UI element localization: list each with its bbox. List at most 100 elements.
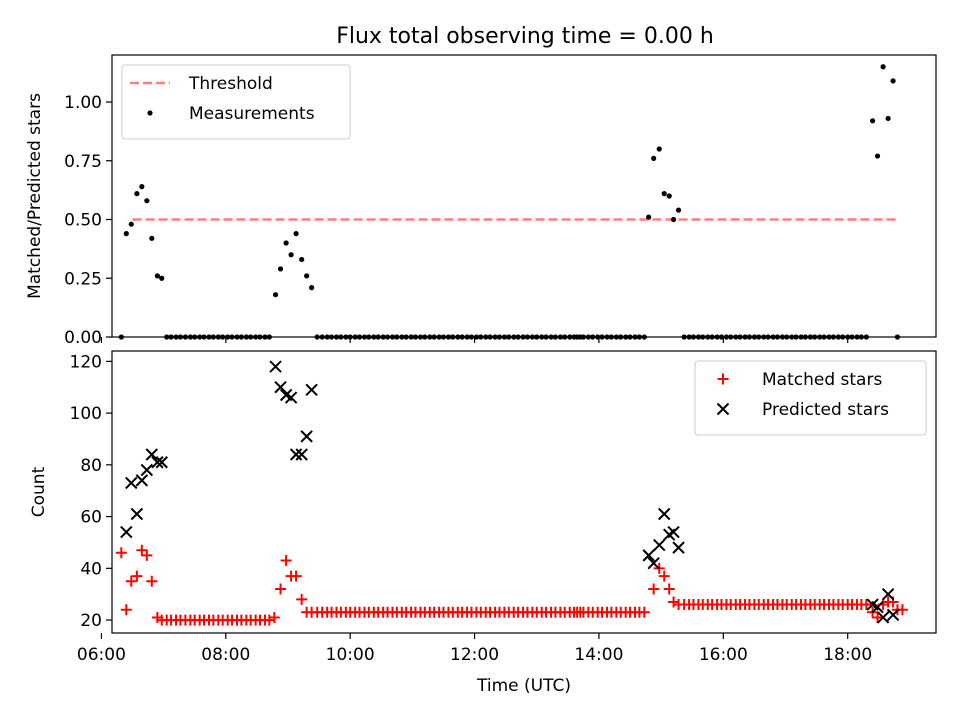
- x-tick-label: 12:00: [450, 645, 499, 665]
- measurement-point: [159, 275, 165, 281]
- y-tick-label: 120: [70, 352, 102, 372]
- legend-bottom: Matched stars Predicted stars: [694, 360, 927, 436]
- x-tick-label: 18:00: [823, 645, 872, 665]
- measurement-point: [651, 155, 657, 161]
- predicted-star-point: [305, 383, 318, 397]
- matched-star-point: [125, 575, 137, 587]
- x-tick-label: 06:00: [77, 645, 126, 665]
- measurement-point: [272, 292, 279, 298]
- x-tick-label: 08:00: [201, 645, 250, 665]
- measurement-point: [874, 153, 881, 159]
- matched-star-point: [663, 583, 675, 595]
- predicted-star-point: [125, 476, 138, 490]
- predicted-star-point: [269, 360, 282, 373]
- matched-star-point: [872, 611, 884, 623]
- y-axis-label: Count: [29, 466, 49, 517]
- measurement-point: [283, 240, 289, 246]
- predicted-star-point: [120, 525, 133, 539]
- matched-star-point: [263, 614, 275, 626]
- y-tick-label: 0.75: [64, 152, 102, 172]
- measurement-point: [123, 231, 129, 237]
- y-tick-label: 0.25: [64, 269, 102, 289]
- measurement-point: [154, 273, 160, 279]
- measurement-point: [646, 214, 652, 220]
- legend-box: [694, 360, 927, 436]
- predicted-star-point: [274, 381, 287, 394]
- measurement-point: [293, 231, 299, 237]
- predicted-star-point: [667, 525, 680, 539]
- matched-star-point: [146, 575, 158, 587]
- y-tick-label: 1.00: [64, 93, 102, 113]
- measurement-point: [880, 64, 886, 70]
- predicted-star-point: [295, 448, 308, 461]
- matched-star-point: [141, 549, 153, 561]
- matched-star-point: [136, 544, 148, 556]
- measurement-point: [277, 266, 284, 272]
- measurement-point: [144, 198, 150, 204]
- matched-star-point: [658, 570, 670, 582]
- measurement-point: [288, 252, 294, 258]
- x-tick-label: 14:00: [574, 645, 623, 665]
- x-tick-label: 10:00: [326, 645, 375, 665]
- y-tick-label: 40: [80, 559, 102, 579]
- matched-star-point: [280, 555, 292, 567]
- measurement-point: [309, 285, 315, 291]
- legend-label: Predicted stars: [762, 400, 889, 420]
- legend-label: Threshold: [188, 74, 273, 94]
- axes-frame: [111, 350, 937, 634]
- predicted-star-point: [284, 391, 298, 404]
- measurement-point: [149, 235, 155, 241]
- top-panel-measurements-ratio: 0.00 0.25 0.50 0.75 1.00 Matched/Predicted st…: [25, 54, 937, 348]
- predicted-star-point: [672, 541, 685, 554]
- matched-star-point: [296, 593, 308, 605]
- predicted-star-point: [642, 549, 655, 562]
- x-tick-label: 16:00: [699, 645, 748, 665]
- legend-box: [121, 64, 351, 140]
- measurement-point: [869, 118, 876, 124]
- bottom-panel-star-counts: 20 40 60 80 100 120 06:00 08:00 10:00 12:00 14:00 1…: [29, 350, 937, 696]
- y-tick-label: 0.00: [64, 328, 102, 348]
- measurement-point: [666, 193, 672, 199]
- matched-star-point: [638, 606, 650, 618]
- y-tick-label: 100: [70, 404, 102, 424]
- measurement-point: [128, 221, 134, 227]
- y-tick-label: 80: [80, 456, 102, 476]
- y-tick-label: 20: [80, 611, 102, 631]
- legend-label: Matched stars: [762, 370, 882, 390]
- measurement-point: [661, 191, 667, 197]
- matched-star-point: [115, 547, 127, 559]
- predicted-star-point: [289, 448, 303, 461]
- predicted-star-point: [658, 507, 671, 521]
- x-axis-label: Time (UTC): [476, 676, 571, 696]
- measurement-point: [134, 191, 140, 197]
- matched-star-point: [290, 570, 302, 582]
- legend-predicted-swatch: [716, 402, 730, 416]
- y-tick-label: 0.50: [64, 211, 102, 231]
- y-tick-label: 60: [80, 508, 102, 528]
- predicted-star-point: [130, 507, 144, 521]
- axes-frame: [111, 54, 937, 338]
- measurement-point: [139, 184, 145, 190]
- measurement-point: [299, 256, 305, 263]
- matched-star-point: [860, 599, 872, 611]
- matched-star-point: [120, 604, 132, 616]
- legend-top: Threshold Measurements: [121, 64, 351, 140]
- matched-star-point: [668, 596, 680, 608]
- legend-measurement-swatch: [147, 110, 153, 116]
- predicted-star-point: [886, 608, 900, 622]
- legend-matched-swatch: [717, 373, 729, 385]
- measurement-point: [670, 216, 677, 223]
- legend-label: Measurements: [189, 104, 315, 124]
- figure-title: Flux total observing time = 0.00 h: [336, 24, 714, 49]
- measurement-point: [304, 273, 310, 279]
- matched-star-point: [268, 611, 280, 623]
- measurement-point: [675, 207, 682, 213]
- matched-star-point: [131, 570, 143, 582]
- predicted-star-point: [135, 474, 149, 487]
- predicted-star-point: [871, 600, 884, 614]
- predicted-star-point: [647, 556, 660, 570]
- y-axis-label: Matched/Predicted stars: [25, 93, 45, 299]
- measurement-point: [656, 146, 662, 152]
- predicted-star-point: [881, 587, 895, 601]
